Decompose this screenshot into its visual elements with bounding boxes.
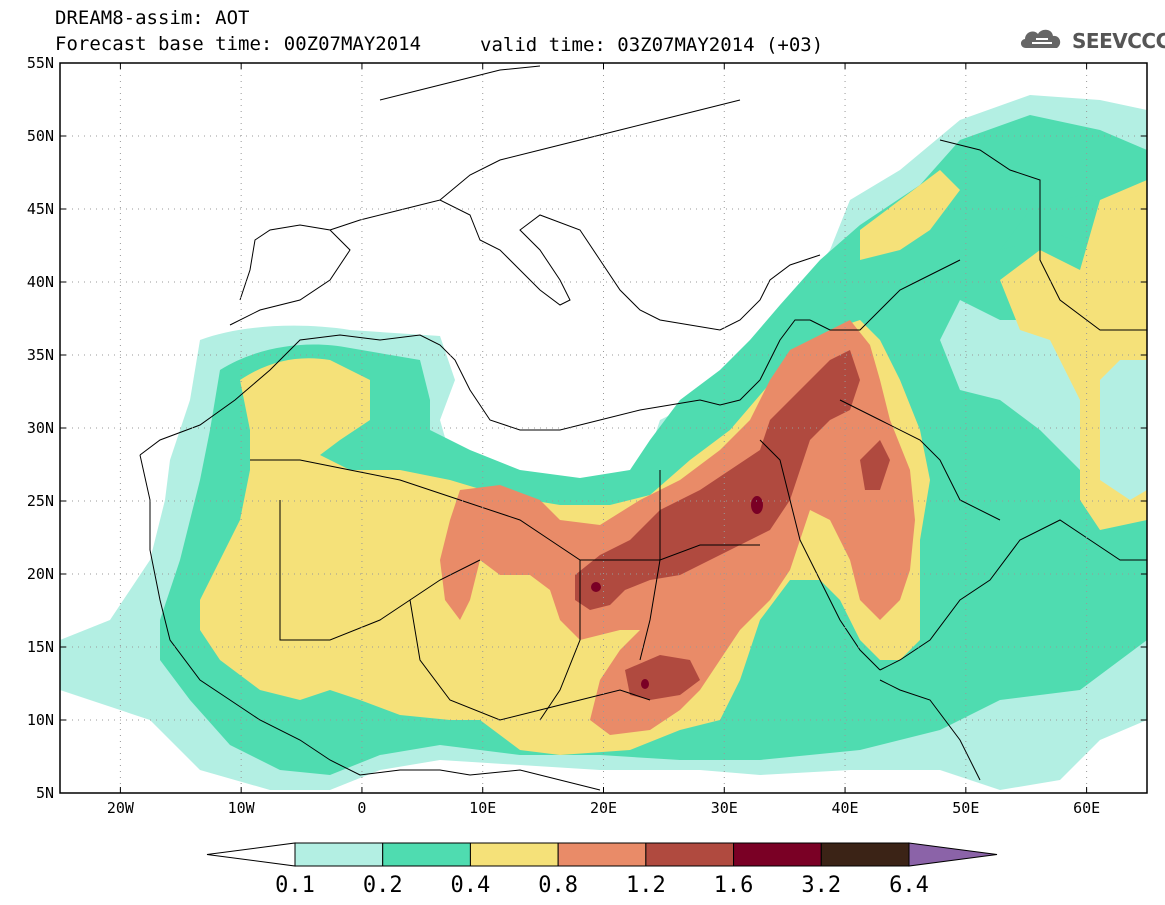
lat-label: 55N bbox=[27, 54, 54, 72]
colorbar-box bbox=[645, 842, 735, 867]
colorbar bbox=[206, 842, 998, 867]
lat-label: 15N bbox=[27, 638, 54, 656]
aot-level-1.6 bbox=[591, 496, 763, 689]
lon-label: 10E bbox=[469, 799, 496, 817]
colorbar-label: 6.4 bbox=[889, 873, 929, 898]
axis-ticks bbox=[60, 62, 1147, 794]
colorbar-box bbox=[733, 842, 822, 867]
lat-label: 5N bbox=[36, 784, 54, 802]
lon-label: 30E bbox=[711, 799, 738, 817]
colorbar-box bbox=[382, 842, 471, 867]
cloud-icon bbox=[1018, 26, 1068, 56]
title-product: DREAM8-assim: AOT bbox=[55, 7, 250, 29]
aot-level-1.2 bbox=[575, 350, 890, 700]
lat-label: 20N bbox=[27, 565, 54, 583]
colorbar-label: 1.2 bbox=[626, 873, 666, 898]
colorbar-labels: 0.1 0.2 0.4 0.8 1.2 1.6 3.2 6.4 bbox=[275, 873, 929, 898]
lon-label: 20W bbox=[107, 799, 135, 817]
title-base-time: Forecast base time: 00Z07MAY2014 bbox=[55, 33, 422, 55]
lat-label: 10N bbox=[27, 711, 54, 729]
lat-label: 35N bbox=[27, 346, 54, 364]
lat-label: 25N bbox=[27, 492, 54, 510]
colorbar-under-triangle bbox=[206, 842, 296, 867]
aot-field bbox=[60, 95, 1147, 790]
lat-label: 45N bbox=[27, 200, 54, 218]
latitude-labels: 55N 50N 45N 40N 35N 30N 25N 20N 15N 10N 5N bbox=[27, 54, 54, 802]
lon-label: 40E bbox=[832, 799, 859, 817]
colorbar-label: 0.2 bbox=[363, 873, 403, 898]
coastlines bbox=[139, 65, 1147, 791]
lat-label: 30N bbox=[27, 419, 54, 437]
lon-label: 0 bbox=[357, 799, 366, 817]
seevccc-logo: SEEVCCC bbox=[1018, 26, 1165, 56]
lat-label: 40N bbox=[27, 273, 54, 291]
colorbar-box bbox=[469, 842, 559, 867]
colorbar-label: 1.6 bbox=[714, 873, 754, 898]
colorbar-label: 0.8 bbox=[538, 873, 578, 898]
colorbar-label: 3.2 bbox=[801, 873, 841, 898]
lon-label: 50E bbox=[952, 799, 979, 817]
lon-label: 10W bbox=[228, 799, 256, 817]
colorbar-box bbox=[294, 842, 384, 867]
longitude-labels: 20W 10W 0 10E 20E 30E 40E 50E 60E bbox=[107, 799, 1100, 817]
colorbar-box bbox=[557, 842, 647, 867]
colorbar-box bbox=[820, 842, 910, 867]
colorbar-label: 0.1 bbox=[275, 873, 315, 898]
title-valid-time: valid time: 03Z07MAY2014 (+03) bbox=[480, 34, 824, 56]
lon-label: 20E bbox=[590, 799, 617, 817]
colorbar-over-triangle bbox=[908, 842, 998, 867]
logo-text: SEEVCCC bbox=[1072, 29, 1165, 53]
colorbar-label: 0.4 bbox=[451, 873, 491, 898]
lon-label: 60E bbox=[1073, 799, 1100, 817]
lat-label: 50N bbox=[27, 127, 54, 145]
